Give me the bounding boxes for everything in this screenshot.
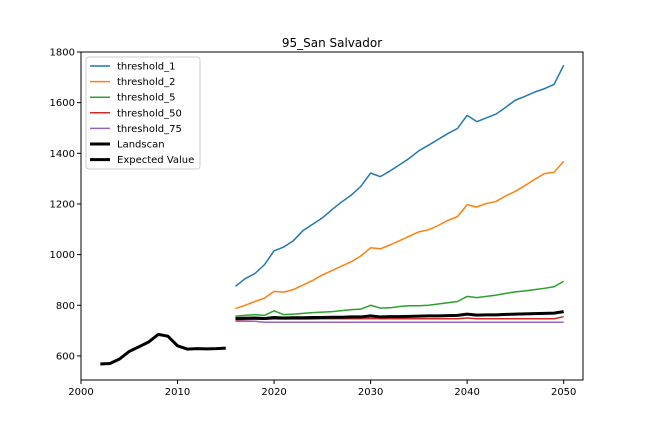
series-line-threshold-5: [235, 280, 565, 317]
y-tick-label: 1600: [50, 98, 75, 109]
series-line-landscan: [100, 332, 226, 366]
legend-label-landscan: Landscan: [117, 140, 165, 151]
y-tick-label: 800: [56, 301, 75, 312]
series-line-threshold-2: [235, 160, 565, 310]
x-tick-label: 2040: [454, 387, 479, 398]
y-tick-label: 1800: [50, 48, 75, 59]
y-tick-label: 1200: [50, 199, 75, 210]
x-tick-label: 2050: [551, 387, 576, 398]
series-line-expected-value: [235, 310, 564, 320]
x-tick-label: 2010: [165, 387, 190, 398]
series-line-threshold-1: [234, 64, 565, 287]
series-layer: [100, 64, 565, 366]
plot-frame: [80, 51, 584, 381]
legend-label-threshold-50: threshold_50: [117, 108, 182, 119]
chart-title: 95_San Salvador: [282, 36, 382, 50]
series-line-threshold-75: [235, 320, 564, 323]
legend: threshold_1 threshold_2 threshold_5thresho…: [85, 56, 201, 170]
legend-label-expected-value: Expected Value: [117, 155, 194, 166]
y-tick-label: 600: [56, 351, 75, 362]
x-tick-label: 2020: [261, 387, 286, 398]
x-tick-label: 2030: [358, 387, 383, 398]
legend-label-threshold-2: threshold_2: [117, 77, 175, 88]
legend-box: [85, 56, 201, 170]
y-tick-label: 1000: [50, 250, 75, 261]
x-tick-label: 2000: [68, 387, 93, 398]
y-tick-label: 1400: [50, 149, 75, 160]
legend-label-threshold-1: threshold_1: [117, 62, 175, 73]
x-axis: 2000 2010 2020 2030 2040 2050: [68, 380, 576, 398]
y-axis: 600 800 1000 1200 1400 1600 1800: [50, 48, 81, 362]
legend-label-threshold-5: threshold_5: [117, 93, 175, 104]
legend-label-threshold-75: threshold_75: [117, 124, 182, 135]
